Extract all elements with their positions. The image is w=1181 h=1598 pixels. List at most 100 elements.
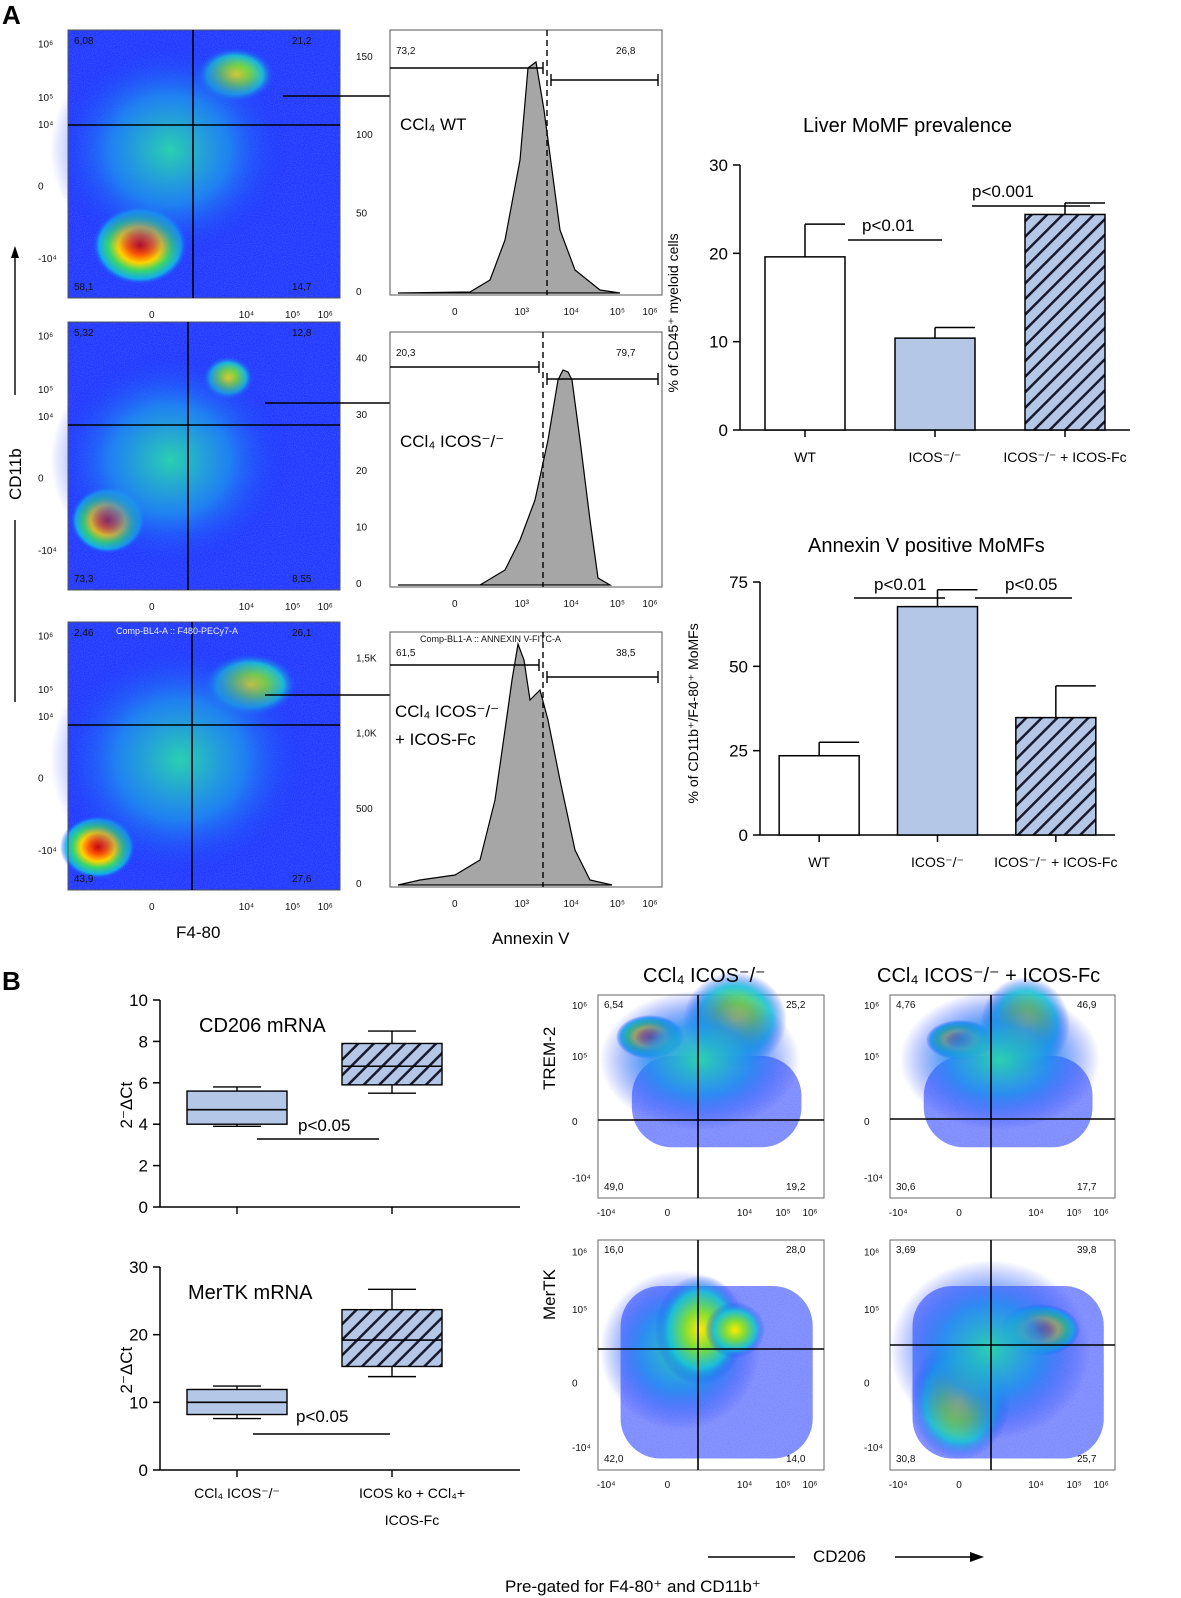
b-density-blob-3 bbox=[900, 990, 1100, 1130]
hist-xtick: 10⁶ bbox=[642, 899, 657, 910]
dot-ytick: 0 bbox=[38, 773, 44, 784]
box-plot-mertk: MerTK mRNA 0 10 20 30 2⁻ΔCt p<0.05 CCl₄ ICOS⁻/⁻… bbox=[117, 1258, 520, 1528]
y-tick-label: 10 bbox=[129, 1393, 148, 1412]
b-xtick: 10⁴ bbox=[737, 1208, 752, 1219]
x-tick-label: ICOS⁻/⁻ bbox=[911, 854, 964, 870]
dot-ytick: 0 bbox=[38, 181, 44, 192]
b-xtick: 0 bbox=[665, 1208, 671, 1219]
b-dot-plot-4: 3,69 39,8 30,8 25,7 -10⁴ 0 10⁴ 10⁵ 10⁶ 10⁶ 10⁵ 0 -10… bbox=[864, 1239, 1116, 1491]
quadrant-ur: 21,2 bbox=[292, 36, 312, 47]
hist-left-pct: 73,2 bbox=[396, 46, 416, 57]
dot-ytick: -10⁴ bbox=[38, 546, 57, 557]
bar-2 bbox=[896, 605, 979, 836]
dot-plot-frame bbox=[67, 621, 341, 891]
b-ytick: -10⁴ bbox=[572, 1174, 591, 1185]
a-dot-plots: 6,08 21,2 58,1 14,7 10⁶ 10⁵ 10⁴ 0 -10⁴ 0 10⁴ 10⁵ 10⁶… bbox=[38, 29, 452, 913]
histogram-area bbox=[397, 60, 621, 294]
histogram-area bbox=[398, 369, 613, 586]
hist-ytick: 0 bbox=[356, 579, 362, 590]
histogram-1: 73,2 26,8 CCl₄ WT 0 50 100 150 0 10³ 10⁴ 10⁵ 10⁶ bbox=[356, 29, 663, 318]
y-tick-label: 0 bbox=[139, 1198, 148, 1217]
b-xtick: 10⁴ bbox=[1028, 1480, 1043, 1491]
y-tick-label: 0 bbox=[739, 826, 748, 845]
b-xtick: 10⁵ bbox=[775, 1208, 790, 1219]
dot-xtick: 10⁵ bbox=[285, 902, 300, 913]
sig-label-2: p<0.001 bbox=[972, 182, 1034, 201]
hist-ytick: 500 bbox=[356, 804, 373, 815]
panel-label-a: A bbox=[2, 0, 21, 30]
hist-xtick: 10⁵ bbox=[610, 599, 625, 610]
b-quadrant-ul: 3,69 bbox=[896, 1245, 916, 1256]
b-quadrant-lr: 14,0 bbox=[786, 1454, 806, 1465]
dot-ytick: 10⁶ bbox=[38, 631, 53, 642]
b-xtick: 10⁶ bbox=[802, 1208, 817, 1219]
hist-ytick: 1,0K bbox=[356, 729, 377, 740]
dot-xtick: 10⁵ bbox=[285, 602, 300, 613]
histogram-2: 20,3 79,7 CCl₄ ICOS⁻/⁻ 0 10 20 30 40 0 10³ 10⁴ 10⁵ 1… bbox=[356, 331, 663, 610]
dot-xtick: 0 bbox=[149, 602, 155, 613]
b-xtick: 10⁶ bbox=[802, 1480, 817, 1491]
x-tick-label: ICOS⁻/⁻ + ICOS-Fc bbox=[1003, 449, 1126, 465]
b-xtick: -10⁴ bbox=[597, 1208, 616, 1219]
hist-ytick: 150 bbox=[356, 52, 373, 63]
y-axis-label: 2⁻ΔCt bbox=[117, 1346, 136, 1393]
hist-xtick: 10⁶ bbox=[642, 599, 657, 610]
dot-plot-frame bbox=[67, 321, 341, 591]
hist-xtick: 10³ bbox=[515, 307, 530, 318]
dot-xtick: 0 bbox=[149, 310, 155, 321]
hist-ytick: 0 bbox=[356, 287, 362, 298]
box-plot-cd206: CD206 mRNA 0 2 4 6 8 10 2⁻ΔCt p<0.05 bbox=[117, 991, 520, 1217]
cd11b-arrow-head bbox=[11, 246, 19, 258]
panel-label-b: B bbox=[2, 966, 21, 996]
hist-condition: CCl₄ WT bbox=[400, 115, 466, 134]
hist-xtick: 0 bbox=[452, 307, 458, 318]
hist-ytick: 30 bbox=[356, 410, 368, 421]
y-tick-label: 30 bbox=[709, 156, 728, 175]
dot-xtick: 10⁴ bbox=[239, 902, 254, 913]
b-quadrant-ll: 42,0 bbox=[604, 1454, 624, 1465]
cd206-label: CD206 bbox=[813, 1547, 866, 1566]
bar-1 bbox=[764, 256, 846, 431]
dot-xtick: 10⁴ bbox=[239, 602, 254, 613]
hist-header: Comp-BL1-A :: ANNEXIN V-FITC-A bbox=[420, 634, 561, 644]
y-tick-label: 10 bbox=[709, 333, 728, 352]
b-ytick: 10⁵ bbox=[864, 1052, 879, 1063]
quadrant-ll: 58,1 bbox=[74, 282, 94, 293]
hist-condition: CCl₄ ICOS⁻/⁻ bbox=[400, 432, 504, 451]
b-quadrant-ll: 30,8 bbox=[896, 1454, 916, 1465]
b-quadrant-ur: 25,2 bbox=[786, 1000, 806, 1011]
b-xtick: 10⁴ bbox=[737, 1480, 752, 1491]
y-tick-label: 75 bbox=[729, 573, 748, 592]
quadrant-ll: 43,9 bbox=[74, 874, 94, 885]
b-ytick: 0 bbox=[864, 1117, 870, 1128]
b-ytick: 10⁵ bbox=[864, 1305, 879, 1316]
dot-plot-3: 2,46 26,143,9 27,6 Comp-BL4-A :: F480-PECy7… bbox=[38, 621, 452, 913]
hist-ytick: 20 bbox=[356, 466, 368, 477]
density-blob-3 bbox=[50, 350, 290, 570]
annexin-label: Annexin V bbox=[492, 929, 570, 948]
b-dot-plot-2: 4,76 46,9 30,6 17,7 -10⁴ 0 10⁴ 10⁵ 10⁶ 10⁶ 10⁵ 0 -10… bbox=[864, 977, 1116, 1219]
b-ytick: -10⁴ bbox=[864, 1174, 883, 1185]
hist-ytick: 40 bbox=[356, 353, 368, 364]
hist-condition-line2: + ICOS-Fc bbox=[395, 730, 476, 749]
chart-title: MerTK mRNA bbox=[188, 1282, 313, 1304]
y-tick-label: 0 bbox=[139, 1461, 148, 1480]
dot-ytick: -10⁴ bbox=[38, 846, 57, 857]
hist-xtick: 10⁴ bbox=[564, 599, 579, 610]
chart-title: Annexin V positive MoMFs bbox=[808, 535, 1045, 557]
dot-ytick: 10⁵ bbox=[38, 385, 53, 396]
dot-xtick: 10⁶ bbox=[318, 902, 333, 913]
hist-xtick: 0 bbox=[452, 599, 458, 610]
y-axis-label: 2⁻ΔCt bbox=[117, 1081, 136, 1128]
hist-xtick: 10⁵ bbox=[610, 307, 625, 318]
y-tick-label: 30 bbox=[129, 1258, 148, 1277]
hist-xtick: 10³ bbox=[515, 599, 530, 610]
dot-ytick: 0 bbox=[38, 473, 44, 484]
bar-3 bbox=[1024, 213, 1106, 431]
b-ytick: 0 bbox=[572, 1379, 578, 1390]
hist-right-pct: 79,7 bbox=[616, 348, 636, 359]
b-quadrant-ul: 6,54 bbox=[604, 1000, 624, 1011]
x-tick-label: WT bbox=[794, 449, 816, 465]
